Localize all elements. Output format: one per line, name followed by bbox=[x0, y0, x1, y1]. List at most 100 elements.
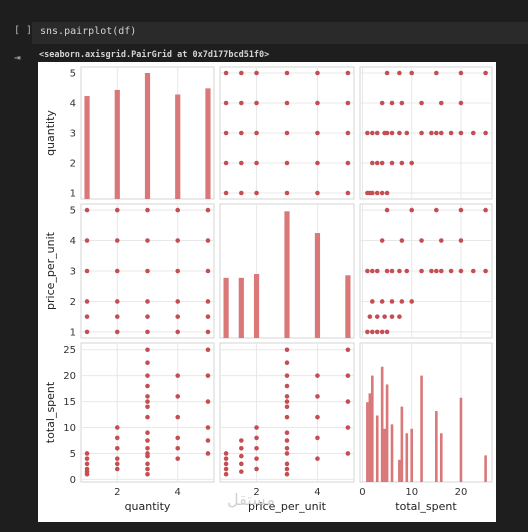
scatter-point bbox=[284, 70, 290, 76]
scatter-point bbox=[389, 100, 395, 106]
scatter-point bbox=[448, 130, 454, 136]
y-tick-label: 10 bbox=[63, 423, 76, 434]
hist-bar bbox=[383, 428, 386, 482]
scatter-point bbox=[205, 373, 211, 378]
run-cell-button[interactable]: [ ] bbox=[14, 25, 33, 36]
scatter-point bbox=[315, 456, 320, 461]
hist-bar bbox=[223, 277, 229, 338]
scatter-point bbox=[84, 299, 90, 304]
scatter-point bbox=[145, 451, 150, 456]
scatter-point bbox=[175, 268, 181, 274]
scatter-point bbox=[284, 347, 290, 353]
hist-bar bbox=[371, 375, 374, 482]
scatter-point bbox=[114, 329, 120, 335]
scatter-point bbox=[114, 314, 120, 319]
scatter-point bbox=[483, 70, 488, 76]
scatter-point bbox=[365, 329, 370, 335]
scatter-point bbox=[389, 314, 395, 319]
scatter-point bbox=[175, 435, 181, 441]
scatter-point bbox=[145, 466, 150, 472]
scatter-point bbox=[315, 435, 320, 441]
code-editor[interactable]: sns.pairplot(df) bbox=[32, 22, 528, 44]
hist-bar bbox=[435, 411, 438, 482]
scatter-point bbox=[145, 383, 150, 389]
scatter-point bbox=[384, 329, 390, 335]
hist-bar bbox=[390, 424, 394, 482]
scatter-point bbox=[458, 238, 464, 243]
hist-bar bbox=[366, 402, 369, 482]
y-tick-label: 3 bbox=[70, 129, 76, 140]
hist-bar bbox=[284, 211, 290, 338]
hist-bar bbox=[398, 459, 401, 482]
hist-bar bbox=[459, 397, 463, 482]
scatter-point bbox=[397, 130, 402, 136]
scatter-point bbox=[379, 100, 385, 106]
scatter-point bbox=[397, 70, 402, 76]
code-cell[interactable]: [ ] sns.pairplot(df) bbox=[0, 14, 528, 48]
output-toggle-icon[interactable]: ⇥ bbox=[14, 51, 21, 64]
y-axis-label: price_per_unit bbox=[44, 231, 57, 310]
scatter-point bbox=[284, 466, 290, 472]
scatter-point bbox=[239, 130, 244, 136]
scatter-point bbox=[175, 207, 181, 213]
scatter-point bbox=[175, 314, 181, 319]
scatter-point bbox=[367, 314, 373, 319]
scatter-point bbox=[145, 268, 150, 274]
scatter-point bbox=[239, 100, 244, 106]
scatter-point bbox=[404, 268, 410, 274]
y-tick-label: 1 bbox=[70, 189, 76, 200]
scatter-point bbox=[175, 329, 181, 335]
x-axis-label: price_per_unit bbox=[248, 500, 327, 513]
scatter-point bbox=[483, 130, 488, 136]
scatter-point bbox=[205, 347, 211, 353]
scatter-point bbox=[84, 238, 90, 243]
scatter-point bbox=[239, 453, 244, 459]
scatter-point bbox=[409, 207, 415, 213]
scatter-point bbox=[370, 268, 375, 274]
scatter-point bbox=[84, 451, 90, 456]
scatter-point bbox=[419, 100, 424, 106]
scatter-point bbox=[438, 268, 444, 274]
scatter-point bbox=[284, 160, 290, 166]
scatter-point bbox=[419, 130, 424, 136]
scatter-point bbox=[434, 70, 439, 76]
scatter-point bbox=[145, 314, 150, 319]
scatter-point bbox=[114, 238, 120, 243]
scatter-point bbox=[284, 430, 290, 436]
scatter-point bbox=[374, 160, 380, 166]
scatter-point bbox=[374, 130, 380, 136]
scatter-point bbox=[145, 238, 150, 243]
scatter-point bbox=[254, 130, 259, 136]
y-tick-label: 3 bbox=[70, 267, 76, 278]
scatter-point bbox=[365, 268, 370, 274]
scatter-point bbox=[389, 160, 395, 166]
x-tick-label: 2 bbox=[253, 487, 259, 498]
scatter-point bbox=[114, 461, 120, 467]
scatter-point bbox=[370, 160, 375, 166]
scatter-point bbox=[429, 130, 434, 136]
scatter-point bbox=[374, 268, 380, 274]
scatter-point bbox=[399, 100, 405, 106]
scatter-point bbox=[205, 268, 211, 274]
scatter-point bbox=[84, 314, 90, 319]
scatter-point bbox=[205, 399, 211, 404]
scatter-point bbox=[458, 268, 464, 274]
x-tick-label: 4 bbox=[314, 487, 320, 498]
scatter-point bbox=[389, 130, 395, 136]
y-tick-label: 4 bbox=[70, 236, 76, 247]
hist-bar bbox=[84, 96, 90, 199]
pairplot-svg: 12345quantity12345price_per_unit05101520… bbox=[44, 66, 493, 513]
scatter-point bbox=[284, 130, 290, 136]
scatter-point bbox=[145, 394, 150, 399]
scatter-point bbox=[284, 373, 290, 378]
scatter-point bbox=[239, 469, 244, 474]
scatter-point bbox=[370, 329, 375, 335]
scatter-point bbox=[223, 100, 229, 106]
scatter-point bbox=[382, 314, 387, 319]
scatter-point bbox=[429, 268, 434, 274]
scatter-point bbox=[448, 268, 454, 274]
scatter-point bbox=[114, 435, 120, 441]
scatter-point bbox=[434, 207, 439, 213]
scatter-point bbox=[379, 238, 385, 243]
scatter-point bbox=[345, 70, 351, 76]
